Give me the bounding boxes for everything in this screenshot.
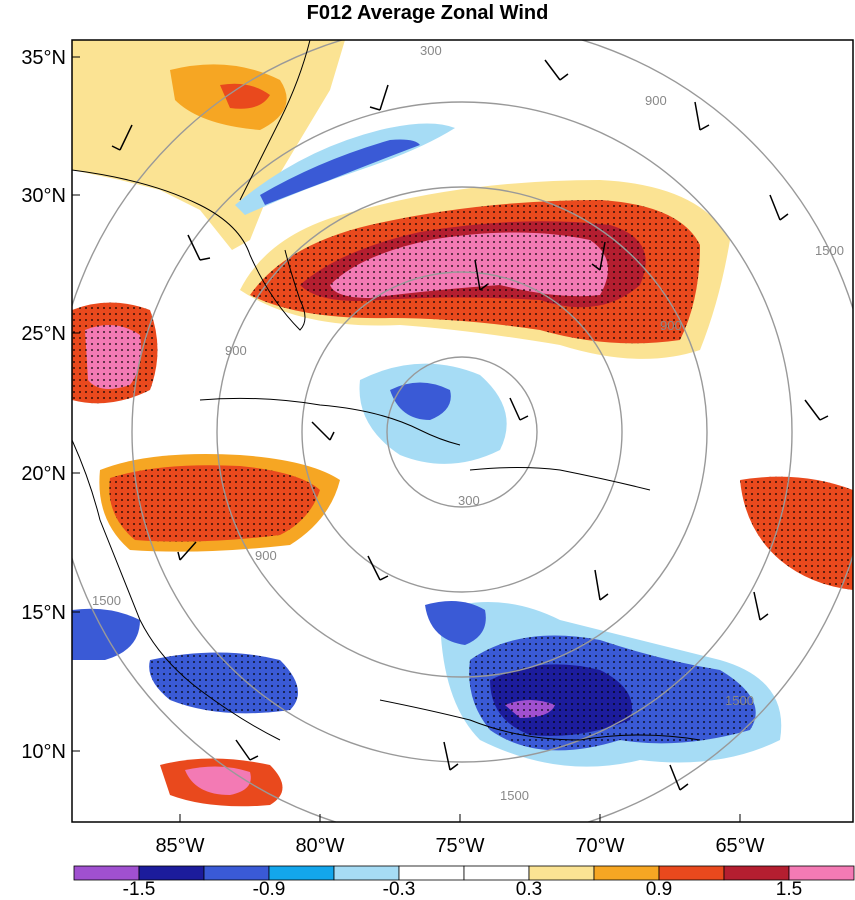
colorbar-swatch bbox=[268, 865, 335, 881]
significance-stipple-sw bbox=[149, 652, 298, 714]
lon-label: 75°W bbox=[435, 835, 484, 857]
wind-barb bbox=[769, 194, 789, 221]
colorbar-swatch bbox=[463, 865, 530, 881]
ring-label: 900 bbox=[645, 93, 667, 108]
colorbar-label: 1.5 bbox=[776, 879, 802, 900]
negative-core-coast bbox=[260, 139, 420, 205]
coastlines bbox=[72, 40, 701, 741]
ring-label: 300 bbox=[458, 493, 480, 508]
range-ring-900 bbox=[216, 186, 708, 678]
colorbar bbox=[73, 865, 855, 881]
wind-barb bbox=[694, 101, 710, 131]
range-ring-600 bbox=[301, 271, 623, 593]
lat-label: 20°N bbox=[21, 463, 66, 485]
wind-barb bbox=[177, 541, 197, 561]
atlantic-coastline bbox=[239, 40, 311, 201]
hispaniola-coastline bbox=[469, 467, 651, 491]
lon-label: 80°W bbox=[295, 835, 344, 857]
colorbar-swatch bbox=[333, 865, 400, 881]
positive-core-carolinas bbox=[220, 83, 270, 109]
ring-label: 900 bbox=[660, 318, 682, 333]
ring-label: 900 bbox=[255, 548, 277, 563]
range-rings bbox=[72, 40, 853, 822]
range-ring-300 bbox=[386, 356, 538, 508]
colorbar-swatch bbox=[788, 865, 855, 881]
south-america-coastline bbox=[379, 699, 701, 741]
lat-label: 10°N bbox=[21, 741, 66, 763]
lat-label: 35°N bbox=[21, 47, 66, 69]
colorbar-labels: -1.5 -0.9 -0.3 0.3 0.9 1.5 bbox=[123, 879, 803, 900]
wind-barb bbox=[804, 399, 829, 421]
range-ring-labels: 300 900 1500 900 900 900 1500 300 1500 1… bbox=[92, 43, 844, 803]
ring-label: 1500 bbox=[92, 593, 121, 608]
cuba-coastline bbox=[199, 397, 461, 446]
ring-label: 1500 bbox=[725, 693, 754, 708]
wind-barb bbox=[591, 241, 606, 271]
range-ring-1200 bbox=[131, 101, 793, 763]
wind-barb bbox=[753, 591, 769, 621]
colorbar-label: -0.9 bbox=[253, 879, 286, 900]
ring-label: 300 bbox=[420, 43, 442, 58]
wind-barb bbox=[509, 397, 529, 421]
lat-labels: 35°N 30°N 25°N 20°N 15°N 10°N bbox=[21, 47, 66, 763]
lon-label: 70°W bbox=[575, 835, 624, 857]
colorbar-swatch bbox=[723, 865, 790, 881]
significance-stipple-west bbox=[72, 302, 158, 404]
central-america-coastline bbox=[72, 439, 281, 741]
ring-label: 900 bbox=[225, 343, 247, 358]
negative-blob-15n bbox=[425, 601, 486, 645]
lat-label: 25°N bbox=[21, 323, 66, 345]
colorbar-label: -0.3 bbox=[383, 879, 416, 900]
lon-labels: 85°W 80°W 75°W 70°W 65°W bbox=[155, 835, 764, 857]
lon-label: 65°W bbox=[715, 835, 764, 857]
chart-title: F012 Average Zonal Wind bbox=[306, 2, 549, 24]
colorbar-label: -1.5 bbox=[123, 879, 156, 900]
colorbar-swatch bbox=[528, 865, 595, 881]
wind-barbs bbox=[111, 59, 829, 791]
wind-barb bbox=[187, 234, 211, 261]
negative-core-center bbox=[390, 382, 451, 420]
colorbar-swatch bbox=[593, 865, 660, 881]
plot-frame bbox=[71, 39, 854, 823]
lon-tick-marks bbox=[179, 814, 741, 822]
colorbar-swatch bbox=[658, 865, 725, 881]
wind-barb bbox=[235, 739, 259, 761]
wind-barb bbox=[367, 555, 389, 581]
lon-label: 85°W bbox=[155, 835, 204, 857]
lat-label: 15°N bbox=[21, 602, 66, 624]
colorbar-swatch bbox=[398, 865, 465, 881]
colorbar-label: 0.3 bbox=[516, 879, 542, 900]
significance-stipple-20n bbox=[109, 465, 321, 542]
wind-barb bbox=[594, 569, 609, 601]
colorbar-label: 0.9 bbox=[646, 879, 672, 900]
wind-barb bbox=[544, 59, 569, 81]
colorbar-swatch bbox=[138, 865, 205, 881]
wind-barb bbox=[474, 259, 489, 291]
ring-label: 1500 bbox=[500, 788, 529, 803]
ring-label: 1500 bbox=[815, 243, 844, 258]
wind-barb bbox=[669, 764, 689, 791]
lat-label: 30°N bbox=[21, 185, 66, 207]
significance-stipple-east bbox=[740, 476, 853, 590]
map-panel: 300 900 1500 900 900 900 1500 300 1500 1… bbox=[72, 40, 853, 822]
wind-barb bbox=[443, 741, 459, 771]
colorbar-swatch bbox=[203, 865, 270, 881]
wind-barb bbox=[111, 124, 133, 151]
lat-tick-marks bbox=[72, 56, 80, 752]
us-coastline bbox=[72, 169, 306, 331]
colorbar-swatch bbox=[73, 865, 140, 881]
wind-barb bbox=[369, 84, 389, 111]
wind-barb bbox=[311, 421, 335, 441]
